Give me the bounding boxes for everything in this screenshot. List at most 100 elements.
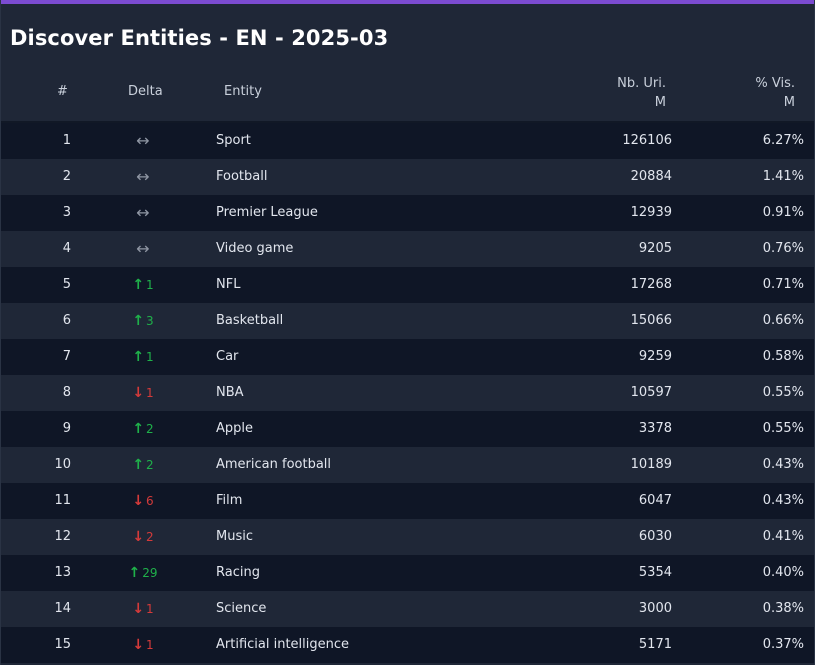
delta-value: 2 — [146, 530, 154, 544]
rank-cell: 14 — [54, 601, 71, 616]
header-nb-uri-month: M — [654, 95, 666, 110]
delta-cell: ↓ 1 — [119, 591, 167, 628]
delta-cell: ↓ 1 — [119, 627, 167, 664]
visibility-cell: 0.43% — [762, 493, 804, 508]
arrow-down-icon: ↓ — [132, 529, 145, 545]
visibility-cell: 0.71% — [762, 277, 804, 292]
delta-value: 1 — [146, 278, 154, 292]
table-row[interactable]: 10 ↑ 2 American football 10189 0.43% — [1, 447, 814, 483]
delta-indicator: ↑ 2 — [132, 447, 153, 483]
header-rank[interactable]: # — [57, 84, 68, 99]
rank-cell: 5 — [62, 277, 71, 292]
table-row[interactable]: 4 ↔ Video game 9205 0.76% — [1, 231, 814, 267]
delta-cell: ↓ 6 — [119, 483, 167, 520]
table-row[interactable]: 13 ↑ 29 Racing 5354 0.40% — [1, 555, 814, 591]
delta-value: 2 — [146, 458, 154, 472]
entity-cell[interactable]: Apple — [216, 421, 254, 436]
rank-cell: 11 — [54, 493, 71, 508]
delta-cell: ↑ 29 — [119, 555, 167, 592]
entity-cell[interactable]: Science — [216, 601, 267, 616]
delta-value: 1 — [146, 638, 154, 652]
entity-cell[interactable]: NFL — [216, 277, 241, 292]
delta-cell: ↑ 1 — [119, 339, 167, 376]
delta-value: 3 — [146, 314, 154, 328]
entity-cell[interactable]: Artificial intelligence — [216, 637, 350, 652]
header-entity[interactable]: Entity — [224, 84, 262, 99]
rank-cell: 3 — [62, 205, 71, 220]
entity-cell[interactable]: Video game — [216, 241, 294, 256]
delta-cell: ↔ — [119, 159, 167, 197]
table-row[interactable]: 14 ↓ 1 Science 3000 0.38% — [1, 591, 814, 627]
visibility-cell: 0.58% — [762, 349, 804, 364]
delta-value: 6 — [146, 494, 154, 508]
delta-indicator: ↔ — [136, 195, 149, 231]
header-nb-uri[interactable]: Nb. Uri. M — [617, 74, 666, 112]
entity-cell[interactable]: Racing — [216, 565, 260, 580]
table-row[interactable]: 9 ↑ 2 Apple 3378 0.55% — [1, 411, 814, 447]
header-visibility-label: % Vis. — [755, 76, 795, 91]
rank-cell: 6 — [62, 313, 71, 328]
table-row[interactable]: 8 ↓ 1 NBA 10597 0.55% — [1, 375, 814, 411]
arrow-up-icon: ↑ — [128, 565, 141, 581]
visibility-cell: 0.43% — [762, 457, 804, 472]
nb-uri-cell: 17268 — [630, 277, 672, 292]
visibility-cell: 0.55% — [762, 385, 804, 400]
visibility-cell: 0.41% — [762, 529, 804, 544]
nb-uri-cell: 6047 — [638, 493, 672, 508]
table-row[interactable]: 3 ↔ Premier League 12939 0.91% — [1, 195, 814, 231]
table-header: # Delta Entity Nb. Uri. M % Vis. M — [1, 64, 814, 121]
table-row[interactable]: 5 ↑ 1 NFL 17268 0.71% — [1, 267, 814, 303]
nb-uri-cell: 10597 — [630, 385, 672, 400]
visibility-cell: 0.76% — [762, 241, 804, 256]
entity-cell[interactable]: American football — [216, 457, 332, 472]
entity-cell[interactable]: Sport — [216, 133, 251, 148]
nb-uri-cell: 9205 — [638, 241, 672, 256]
delta-value: 1 — [146, 602, 154, 616]
delta-cell: ↔ — [119, 195, 167, 233]
delta-indicator: ↑ 1 — [132, 267, 153, 303]
delta-indicator: ↔ — [136, 123, 149, 159]
entity-cell[interactable]: Premier League — [216, 205, 318, 220]
no-change-icon: ↔ — [136, 131, 150, 150]
nb-uri-cell: 5354 — [638, 565, 672, 580]
delta-cell: ↑ 3 — [119, 303, 167, 340]
nb-uri-cell: 9259 — [638, 349, 672, 364]
header-visibility-month: M — [783, 95, 795, 110]
delta-indicator: ↓ 2 — [132, 519, 153, 555]
header-visibility[interactable]: % Vis. M — [755, 74, 795, 112]
delta-indicator: ↔ — [136, 159, 149, 195]
arrow-up-icon: ↑ — [132, 457, 145, 473]
entity-cell[interactable]: Film — [216, 493, 243, 508]
delta-indicator: ↑ 29 — [128, 555, 157, 591]
rank-cell: 4 — [62, 241, 71, 256]
no-change-icon: ↔ — [136, 203, 150, 222]
entity-cell[interactable]: Music — [216, 529, 253, 544]
delta-indicator: ↓ 6 — [132, 483, 153, 519]
table-row[interactable]: 15 ↓ 1 Artificial intelligence 5171 0.37% — [1, 627, 814, 663]
rank-cell: 2 — [62, 169, 71, 184]
entity-cell[interactable]: Basketball — [216, 313, 284, 328]
arrow-down-icon: ↓ — [132, 601, 145, 617]
entity-cell[interactable]: Football — [216, 169, 268, 184]
delta-indicator: ↓ 1 — [132, 591, 153, 627]
arrow-up-icon: ↑ — [132, 313, 145, 329]
entity-cell[interactable]: NBA — [216, 385, 244, 400]
table-row[interactable]: 11 ↓ 6 Film 6047 0.43% — [1, 483, 814, 519]
table-body: 1 ↔ Sport 126106 6.27% 2 ↔ Football 20884 1.41% 3 ↔… — [1, 123, 814, 663]
delta-indicator: ↓ 1 — [132, 627, 153, 663]
rank-cell: 9 — [62, 421, 71, 436]
table-row[interactable]: 6 ↑ 3 Basketball 15066 0.66% — [1, 303, 814, 339]
table-row[interactable]: 12 ↓ 2 Music 6030 0.41% — [1, 519, 814, 555]
nb-uri-cell: 15066 — [630, 313, 672, 328]
table-row[interactable]: 7 ↑ 1 Car 9259 0.58% — [1, 339, 814, 375]
entity-cell[interactable]: Car — [216, 349, 239, 364]
table-row[interactable]: 2 ↔ Football 20884 1.41% — [1, 159, 814, 195]
header-nb-uri-label: Nb. Uri. — [617, 76, 666, 91]
header-delta[interactable]: Delta — [128, 84, 163, 99]
visibility-cell: 0.91% — [762, 205, 804, 220]
delta-value: 29 — [142, 566, 158, 580]
visibility-cell: 0.38% — [762, 601, 804, 616]
nb-uri-cell: 5171 — [638, 637, 672, 652]
table-row[interactable]: 1 ↔ Sport 126106 6.27% — [1, 123, 814, 159]
